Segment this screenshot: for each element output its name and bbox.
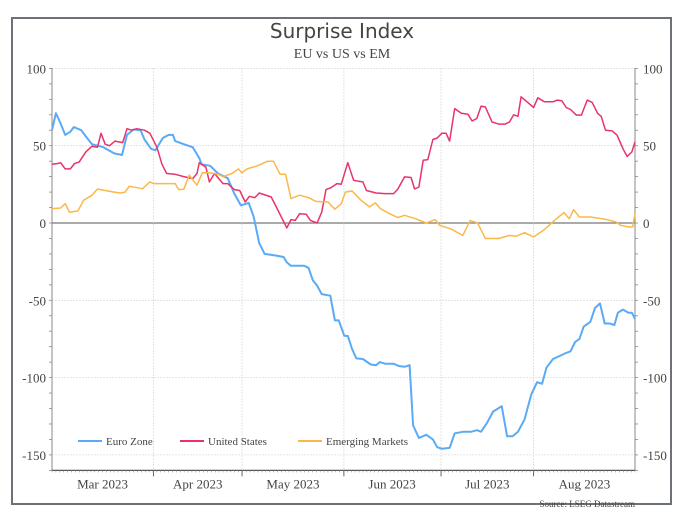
series-line-emerging-markets xyxy=(51,160,636,240)
chart-frame xyxy=(11,17,672,505)
x-tick-label: Apr 2023 xyxy=(173,476,222,491)
legend-label: United States xyxy=(208,436,267,448)
chart-title: Surprise Index xyxy=(270,19,414,43)
legend: Euro Zone United States Emerging Markets xyxy=(78,436,408,448)
x-tick-label: Aug 2023 xyxy=(559,476,611,491)
axes: 100 100 50 50 0 0 -50 -50 -100 -100 -150 -150 Mar 20… xyxy=(22,61,667,491)
y-tick-label-right: 100 xyxy=(643,61,663,76)
y-tick-label-left: -100 xyxy=(22,371,46,386)
y-tick-label-left: -50 xyxy=(29,293,46,308)
chart-subtitle: EU vs US vs EM xyxy=(294,47,391,62)
x-tick-label: Jul 2023 xyxy=(465,476,509,491)
y-tick-label-right: -50 xyxy=(643,293,660,308)
x-tick-label: Mar 2023 xyxy=(77,476,128,491)
series-lines xyxy=(51,96,636,450)
x-tick-label: Jun 2023 xyxy=(368,476,415,491)
series-line-united-states xyxy=(51,96,636,229)
y-tick-label-left: 50 xyxy=(33,139,46,154)
y-tick-label-right: 0 xyxy=(643,216,650,231)
y-tick-label-left: 100 xyxy=(27,61,47,76)
gridlines xyxy=(52,68,635,471)
y-tick-label-left: -150 xyxy=(22,448,46,463)
source-note: Source: LSEG Datastream xyxy=(540,499,635,509)
y-tick-label-right: -100 xyxy=(643,371,667,386)
y-tick-label-right: -150 xyxy=(643,448,667,463)
series-line-euro-zone xyxy=(51,112,636,450)
legend-label: Emerging Markets xyxy=(326,436,408,448)
y-tick-label-left: 0 xyxy=(40,216,47,231)
legend-label: Euro Zone xyxy=(106,436,153,448)
y-tick-label-right: 50 xyxy=(643,139,656,154)
x-tick-label: May 2023 xyxy=(266,476,319,491)
